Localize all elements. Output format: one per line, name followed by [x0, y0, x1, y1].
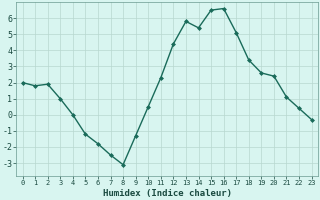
X-axis label: Humidex (Indice chaleur): Humidex (Indice chaleur)	[103, 189, 232, 198]
